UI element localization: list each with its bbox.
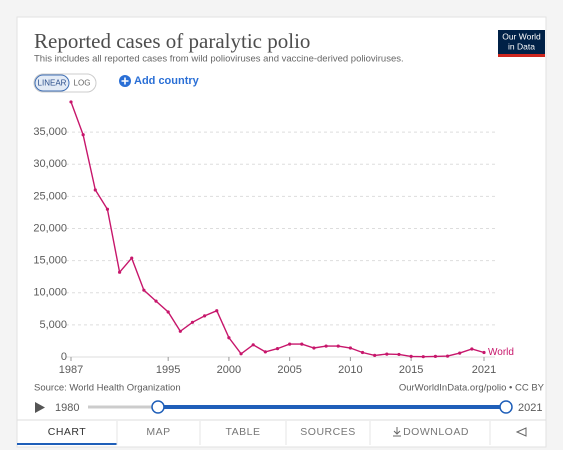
- data-point: [336, 344, 340, 348]
- data-point: [105, 207, 110, 211]
- data-point: [275, 347, 280, 351]
- x-tick-label: 2005: [277, 364, 301, 376]
- logo: [498, 30, 545, 57]
- x-tick-label: 1995: [156, 364, 180, 376]
- data-point: [348, 346, 352, 350]
- data-point: [433, 354, 438, 358]
- log-button-label[interactable]: LOG: [74, 79, 91, 88]
- data-point: [154, 299, 158, 303]
- data-point: [458, 351, 462, 355]
- data-point: [470, 347, 474, 351]
- tab[interactable]: CHART: [48, 426, 87, 438]
- tab[interactable]: MAP: [146, 426, 170, 438]
- data-point: [445, 354, 450, 358]
- data-point: [81, 133, 85, 137]
- data-point: [93, 188, 97, 192]
- tabs: CHART MAP TABLE SOURCES DOWNLOAD: [17, 421, 491, 445]
- data-point: [312, 346, 316, 350]
- add-icon-plus: [121, 77, 129, 85]
- chart-subtitle: This includes all reported cases from wi…: [34, 54, 404, 65]
- data-point: [360, 350, 365, 355]
- y-tick-label: 0: [61, 351, 67, 363]
- add-country-button[interactable]: Add country: [134, 75, 200, 87]
- x-tick-label: 2015: [399, 364, 423, 376]
- timeline-handle[interactable]: [499, 400, 513, 414]
- card-background: [16, 16, 547, 448]
- logo-text: Our World: [502, 31, 541, 41]
- x-tick-label: 1987: [59, 364, 83, 376]
- data-point: [239, 352, 243, 356]
- y-tick-label: 35,000: [33, 126, 67, 138]
- x-tick-label: 2000: [217, 364, 241, 376]
- data-point: [324, 344, 328, 348]
- share-icon[interactable]: [515, 427, 527, 437]
- data-point: [288, 342, 292, 346]
- tab[interactable]: TABLE: [226, 426, 261, 438]
- y-tick-label: 20,000: [33, 222, 67, 234]
- source-url: OurWorldInData.org/polio • CC BY: [399, 383, 545, 394]
- data-point: [190, 320, 195, 324]
- x-tick-label: 2010: [338, 364, 362, 376]
- linear-button[interactable]: [34, 74, 70, 92]
- y-tick-label: 10,000: [33, 287, 67, 299]
- data-point: [385, 352, 389, 356]
- data-point: [421, 355, 425, 359]
- chart-title: Reported cases of paralytic polio: [34, 29, 310, 53]
- data-point: [373, 353, 377, 357]
- plot: 0 5,000 10,000 15,000 20,000 25,000 30,000 35,0…: [33, 100, 514, 376]
- data-point: [130, 256, 134, 260]
- data-point: [142, 288, 146, 292]
- logo-bar: [498, 54, 545, 57]
- data-point: [251, 343, 255, 347]
- play-button[interactable]: [35, 402, 45, 413]
- y-tick-label: 25,000: [33, 190, 67, 202]
- linear-button-label[interactable]: LINEAR: [38, 79, 67, 88]
- tab[interactable]: DOWNLOAD: [403, 426, 469, 438]
- y-tick-label: 15,000: [33, 255, 67, 267]
- logo-text: in Data: [508, 41, 535, 51]
- data-point: [300, 342, 304, 346]
- data-point: [166, 310, 170, 314]
- data-point: [215, 309, 219, 313]
- timeline-handle[interactable]: [151, 400, 165, 414]
- download-icon: [393, 427, 401, 437]
- y-tick-label: 30,000: [33, 158, 67, 170]
- data-point: [117, 270, 122, 274]
- series-label: World: [488, 347, 514, 358]
- data-point: [178, 329, 182, 333]
- timeline-start: 1980: [55, 402, 79, 414]
- data-point: [397, 352, 401, 357]
- data-point: [263, 350, 267, 354]
- source: Source: World Health Organization: [34, 383, 181, 394]
- data-point: [227, 336, 231, 340]
- x-tick-label: 2021: [472, 364, 496, 376]
- timeline-end: 2021: [518, 402, 542, 414]
- y-tick-label: 5,000: [39, 319, 67, 331]
- data-point: [482, 350, 486, 355]
- data-point: [203, 314, 207, 318]
- data-point: [69, 100, 73, 104]
- tab[interactable]: SOURCES: [300, 426, 355, 438]
- data-point: [409, 354, 413, 358]
